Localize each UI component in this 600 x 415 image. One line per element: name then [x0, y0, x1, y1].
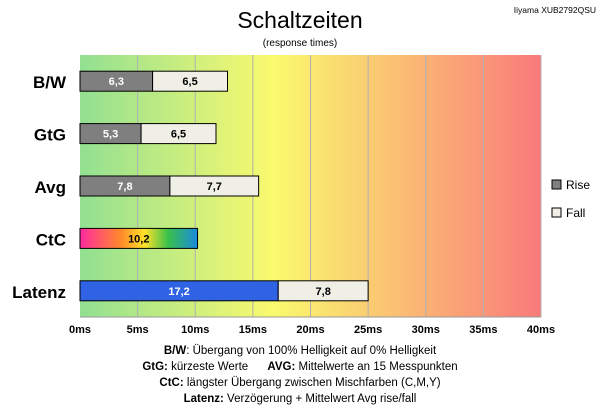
x-tick-label: 20ms [296, 324, 324, 336]
notes: B/W: Übergang von 100% Helligkeit auf 0%… [0, 343, 600, 407]
bar-ctc [79, 227, 199, 249]
x-tick-label: 35ms [469, 324, 497, 336]
chart-subtitle: (response times) [263, 38, 337, 49]
bar-fall-label: 6,5 [182, 76, 197, 88]
x-tick-label: 30ms [412, 324, 440, 336]
x-axis: 0ms 5ms 10ms 15ms 20ms 25ms 30ms 35ms 40ms [69, 324, 555, 336]
gridlines [137, 55, 542, 317]
bar-latenz-label: 17,2 [168, 286, 189, 298]
legend-label-rise: Rise [566, 178, 590, 192]
chart-title: Schaltzeiten [237, 7, 362, 33]
legend-swatch-fall [551, 207, 562, 218]
x-tick-label: 5ms [127, 324, 149, 336]
x-tick-label: 25ms [354, 324, 382, 336]
bar-rise-label: 7,8 [117, 181, 132, 193]
category-label: Latenz [12, 283, 66, 302]
bar-ctc-label: 10,2 [128, 233, 149, 245]
bars: 6,3 6,5 5,3 6,5 7,8 7,7 10,2 17,2 7,8 [79, 70, 369, 302]
x-tick-label: 10ms [181, 324, 209, 336]
bar-fall [169, 175, 260, 197]
legend-label-fall: Fall [566, 206, 585, 220]
bar-fall [152, 70, 229, 92]
note-gtg-avg: GtG: kürzeste Werte AVG: Mittelwerte an … [142, 361, 458, 373]
y-axis: B/W GtG Avg CtC Latenz [12, 73, 67, 302]
bar-fall-label: 7,7 [207, 181, 222, 193]
bar-rise-label: 6,3 [109, 76, 124, 88]
x-tick-label: 15ms [239, 324, 267, 336]
bar-latenz-avg [277, 280, 369, 302]
legend-swatch-rise [551, 179, 562, 190]
bar-fall [140, 123, 217, 145]
category-label: Avg [35, 178, 67, 197]
bar-latenz-avg-label: 7,8 [316, 286, 331, 298]
bar-fall-label: 6,5 [171, 129, 186, 141]
category-label: CtC [36, 230, 66, 249]
note-ctc: CtC: längster Übergang zwischen Mischfar… [159, 377, 441, 389]
legend: Rise Fall [551, 178, 590, 220]
note-bw: B/W: Übergang von 100% Helligkeit auf 0%… [163, 345, 437, 357]
x-tick-label: 40ms [527, 324, 555, 336]
x-tick-label: 0ms [69, 324, 91, 336]
category-label: B/W [33, 73, 67, 92]
model-label: Iiyama XUB2792QSU [514, 5, 596, 15]
bar-rise-label: 5,3 [103, 129, 118, 141]
category-label: GtG [34, 126, 66, 145]
note-latenz: Latenz: Verzögerung + Mittelwert Avg ris… [183, 393, 417, 405]
